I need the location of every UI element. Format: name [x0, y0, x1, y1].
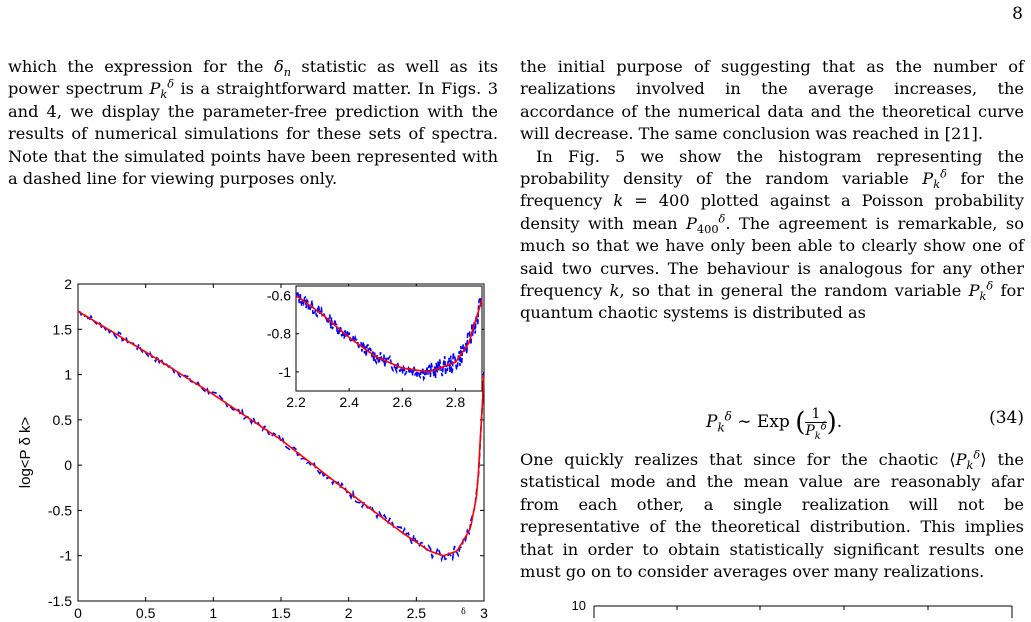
inset-frame — [295, 285, 483, 392]
x-tick-label: 2 — [345, 605, 353, 618]
x-tick-label: 3 — [480, 605, 488, 618]
inset-y-tick-label: -1 — [279, 364, 292, 380]
inset-y-tick-label: -0.6 — [267, 288, 291, 304]
left-paragraph: which the expression for the δn statisti… — [8, 57, 499, 189]
inset-series-theory-line — [295, 294, 483, 373]
series-theory-line — [77, 310, 485, 557]
y-axis-label: log<P δ k> — [17, 417, 34, 489]
y-tick-label: 1.5 — [53, 321, 73, 337]
y-tick-label: -0.5 — [48, 502, 72, 518]
page-number: 8 — [1012, 4, 1023, 24]
inset-y-tick-label: -0.8 — [267, 326, 291, 342]
figure-power-spectrum: 00.511.522.53-1.5-1-0.500.511.52log(k)lo… — [0, 270, 515, 621]
inset-x-tick-label: 2.2 — [286, 394, 306, 410]
next-figure-ytick: 10 — [572, 598, 586, 613]
y-tick-label: -1 — [60, 548, 73, 564]
caption-fragment: δ — [461, 607, 466, 616]
y-tick-label: -1.5 — [48, 593, 72, 609]
y-tick-label: 0 — [64, 457, 72, 473]
inset-x-tick-label: 2.6 — [393, 394, 413, 410]
y-tick-label: 1 — [64, 367, 72, 383]
right-column-continued: One quickly realizes that since for the … — [520, 449, 1024, 583]
right-paragraph-2: In Fig. 5 we show the histogram represen… — [520, 146, 1024, 323]
y-tick-label: 0.5 — [53, 412, 73, 428]
equation-34: Pkδ ∼ Exp (1 Pkδ). (34) — [520, 396, 1024, 444]
x-tick-label: 1 — [209, 605, 217, 618]
inset-x-tick-label: 2.4 — [339, 394, 359, 410]
right-paragraph-1: the initial purpose of suggesting that a… — [520, 57, 1024, 144]
x-tick-label: 0 — [74, 605, 82, 618]
x-tick-label: 2.5 — [407, 605, 427, 618]
right-paragraph-3: One quickly realizes that since for the … — [520, 447, 1024, 582]
next-figure-top: 10 — [560, 596, 1030, 618]
equation-number: (34) — [989, 408, 1024, 428]
y-tick-label: 2 — [64, 276, 72, 292]
main-chart: 00.511.522.53-1.5-1-0.500.511.52log(k)lo… — [17, 276, 488, 621]
x-tick-label: 1.5 — [271, 605, 291, 618]
inset-x-tick-label: 2.8 — [446, 394, 466, 410]
left-column: which the expression for the δn statisti… — [8, 56, 498, 190]
equation-formula: Pkδ ∼ Exp (1 Pkδ). — [706, 406, 843, 442]
x-tick-label: 0.5 — [136, 605, 156, 618]
right-column: the initial purpose of suggesting that a… — [520, 56, 1024, 325]
inset-series-simulation-dashed — [295, 291, 483, 382]
